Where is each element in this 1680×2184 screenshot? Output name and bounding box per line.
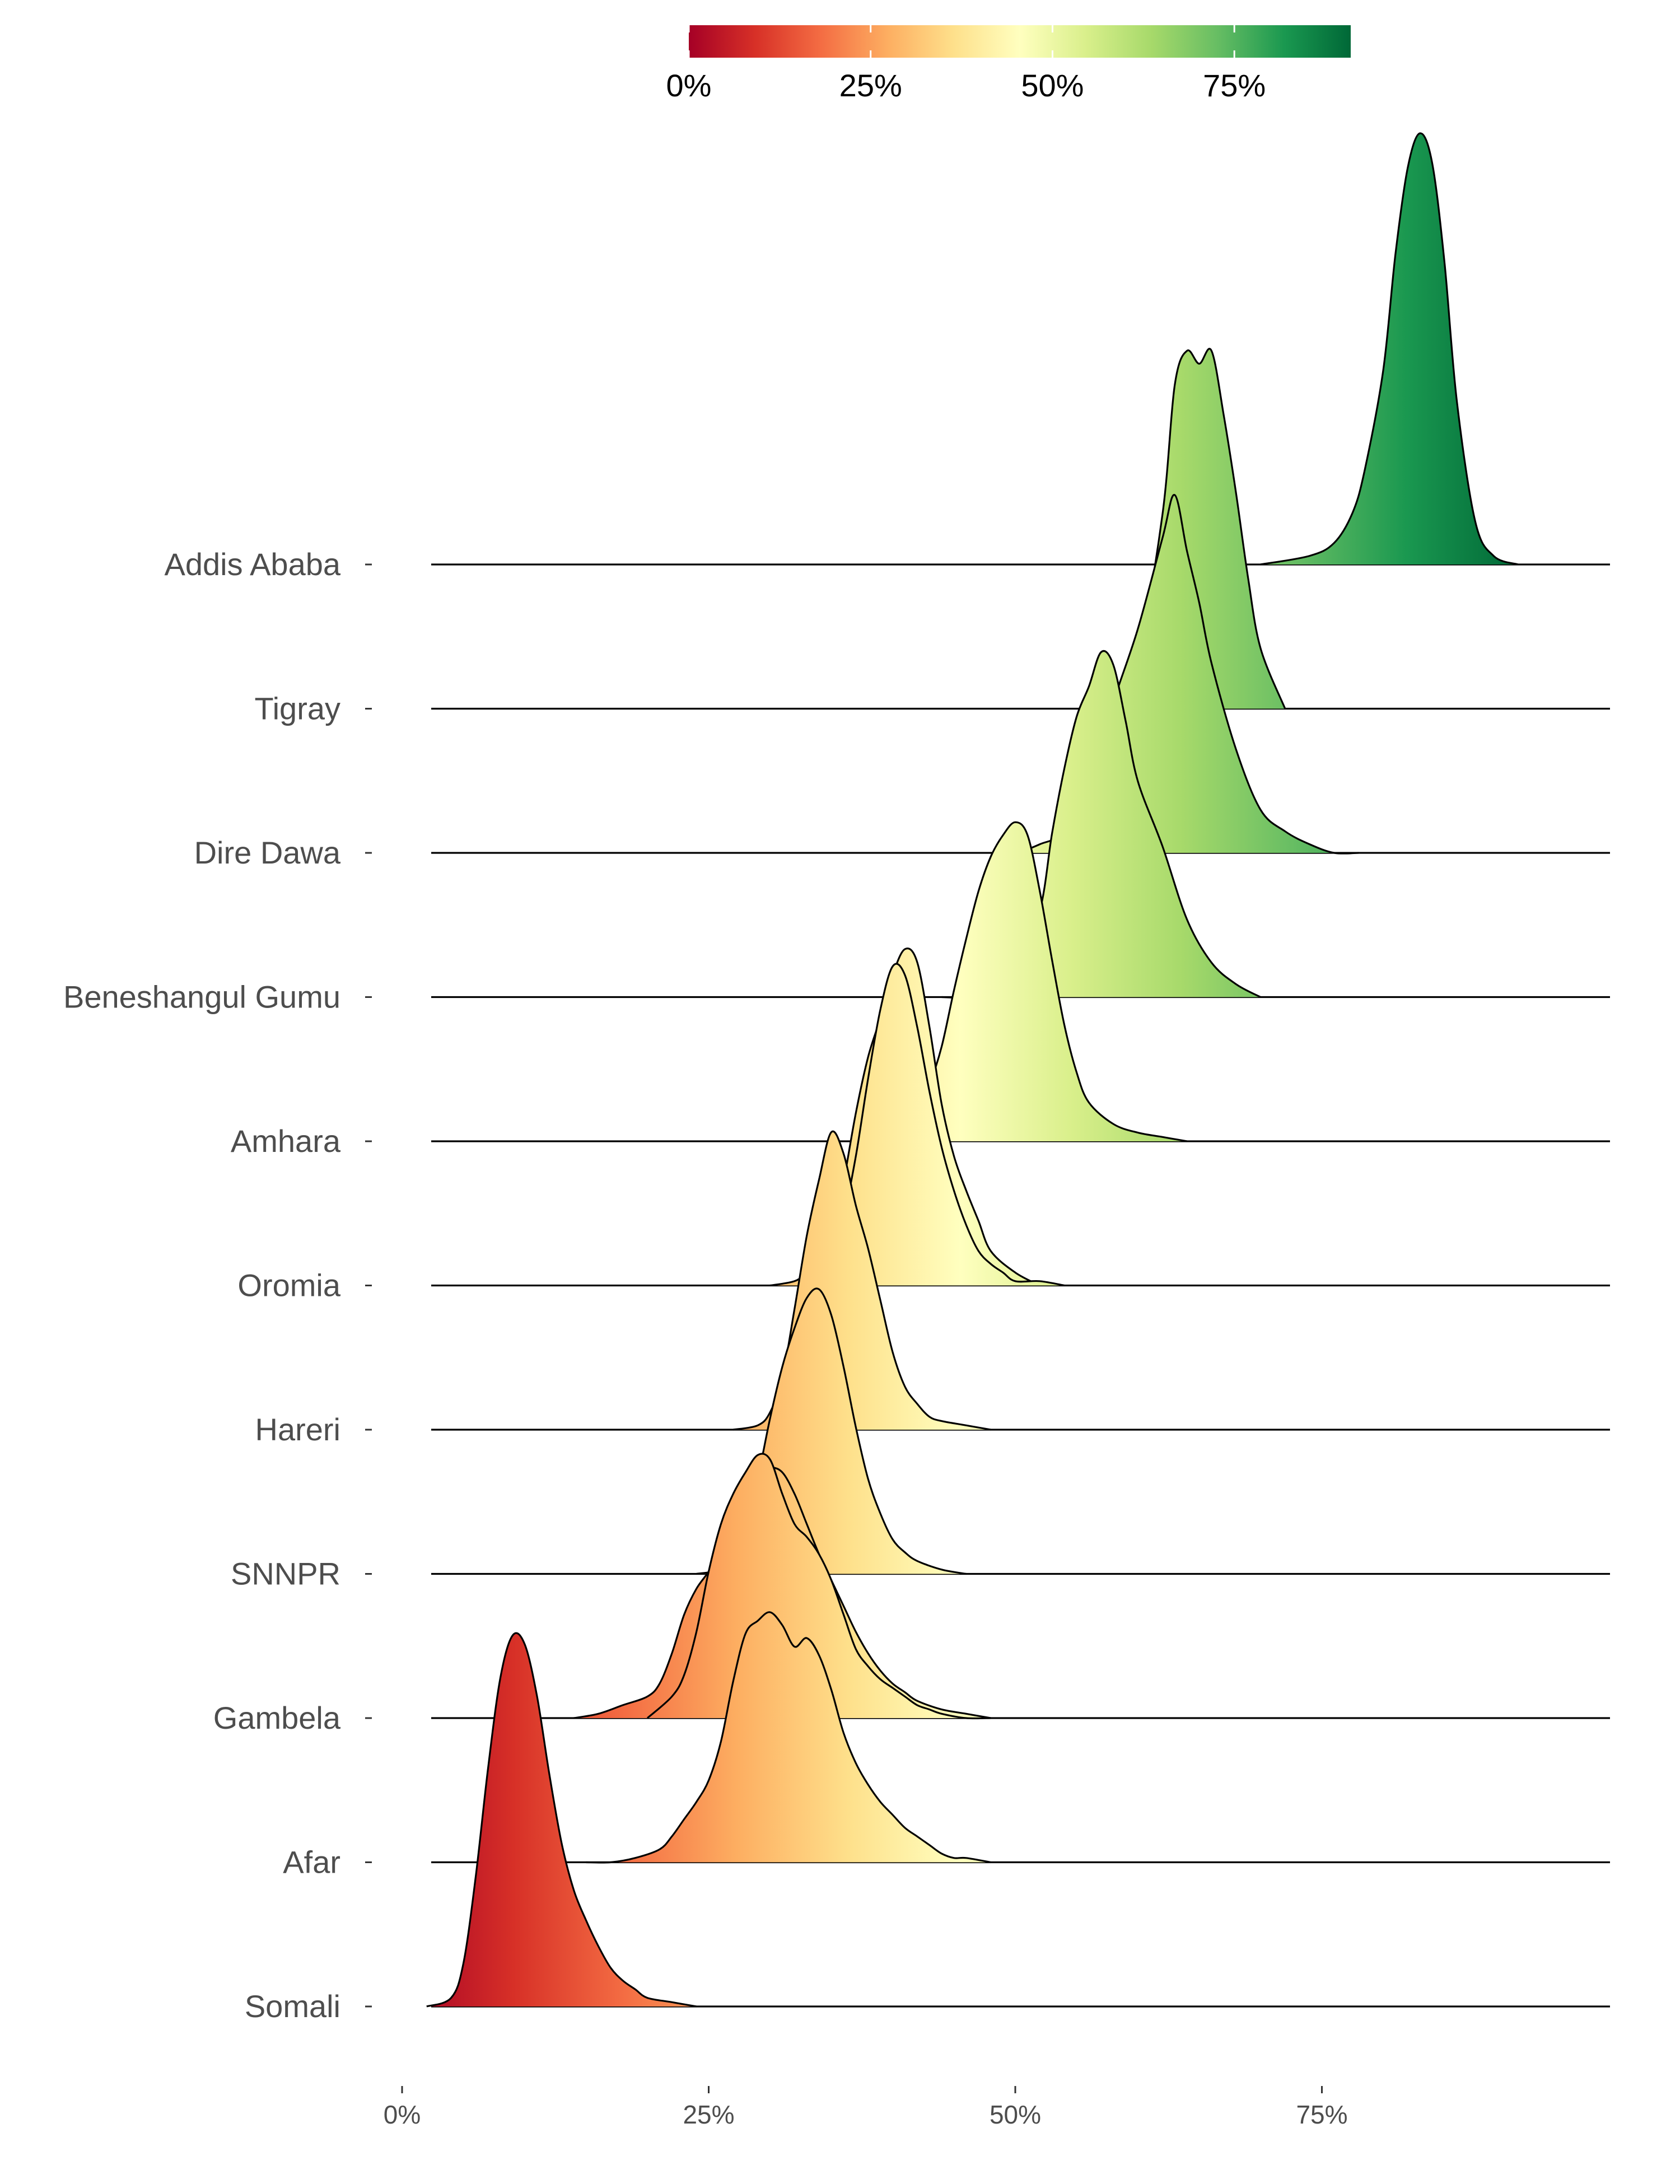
ridge-afar (431, 1611, 1610, 1864)
y-label-snnpr: SNNPR (231, 1556, 340, 1592)
legend-label: 25% (839, 68, 902, 103)
ridge-fill (941, 651, 1261, 998)
ridge-gambela (431, 1467, 1610, 1719)
ridge-outline (1260, 132, 1519, 566)
ridge-fill (991, 494, 1359, 854)
color-legend: 0% 25% 50% 75% (666, 25, 1351, 103)
y-label-hareri: Hareri (255, 1412, 340, 1447)
ridge-gambela-upper (646, 1453, 991, 1720)
ridge-outline (646, 1453, 991, 1720)
legend-label: 75% (1203, 68, 1266, 103)
legend-label: 50% (1021, 68, 1084, 103)
ridge-outline (867, 821, 1187, 1142)
y-label-addis-ababa: Addis Ababa (165, 547, 341, 582)
y-label-afar: Afar (283, 1845, 340, 1880)
ridge-fill (1261, 133, 1518, 565)
x-axis: 0% 25% 50% 75% (384, 2086, 1348, 2129)
x-tick-label: 25% (683, 2100, 734, 2129)
ridge-outline (586, 1611, 991, 1864)
y-label-beneshangul-gumu: Beneshangul Gumu (63, 979, 340, 1015)
y-label-oromia: Oromia (237, 1268, 340, 1303)
ridge-fill (647, 1454, 991, 1719)
colorbar (689, 25, 1351, 58)
ridge-addis-ababa (431, 132, 1610, 566)
y-label-somali: Somali (245, 1989, 340, 2024)
y-label-gambela: Gambela (213, 1700, 341, 1735)
ridge-fill (586, 1612, 991, 1863)
y-label-dire-dawa: Dire Dawa (194, 835, 341, 870)
x-tick-label: 75% (1296, 2100, 1347, 2129)
ridges (426, 132, 1610, 2008)
legend-label: 0% (666, 68, 712, 103)
ridge-somali (426, 1632, 1610, 2008)
ridge-amhara (431, 821, 1610, 1142)
y-label-tigray: Tigray (254, 691, 340, 726)
ridge-outline (426, 1632, 697, 2008)
x-tick-label: 0% (384, 2100, 421, 2129)
ridge-outline (573, 1467, 991, 1719)
x-tick-label: 50% (990, 2100, 1041, 2129)
ridge-fill (868, 822, 1187, 1141)
ridge-snnpr (431, 1287, 1610, 1575)
y-axis-labels: Addis Ababa Tigray Dire Dawa Beneshangul Gu… (63, 547, 372, 2024)
y-label-amhara: Amhara (231, 1123, 341, 1159)
